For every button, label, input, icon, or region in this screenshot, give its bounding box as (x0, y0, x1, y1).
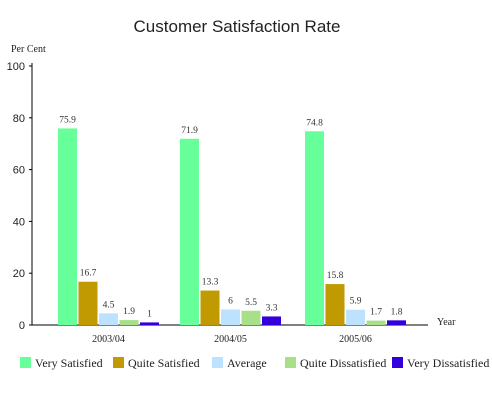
legend-label: Quite Satisfied (128, 356, 200, 370)
bar (387, 320, 406, 325)
data-label: 16.7 (80, 269, 97, 279)
legend-swatch (212, 357, 223, 368)
bar (99, 313, 118, 325)
legend-swatch (113, 357, 124, 368)
data-label: 6 (228, 296, 233, 306)
category-label: 2003/04 (92, 334, 125, 345)
y-tick-label: 0 (19, 320, 25, 332)
bar (346, 309, 365, 325)
x-axis-label: Year (437, 317, 456, 328)
y-tick-label: 20 (13, 268, 25, 280)
data-label: 4.5 (103, 300, 115, 310)
data-label: 5.5 (245, 298, 257, 308)
data-label: 3.3 (266, 303, 278, 313)
legend-swatch (285, 357, 296, 368)
data-label: 15.8 (327, 271, 344, 281)
legend: Very Satisfied Quite Satisfied Average Quit… (20, 356, 489, 370)
legend-swatch (392, 357, 403, 368)
data-label: 13.3 (202, 278, 219, 288)
bar (140, 322, 159, 325)
data-label: 74.8 (306, 118, 323, 128)
bar (305, 131, 324, 325)
legend-swatch (20, 357, 31, 368)
bar (58, 128, 77, 325)
plot-area: 0 20 40 60 80 100 75.9 16.7 4.5 1.9 1 2003/04 71.9 13… (7, 61, 428, 345)
category-label: 2004/05 (214, 334, 247, 345)
data-label: 1.7 (370, 308, 382, 318)
data-label: 75.9 (59, 115, 76, 125)
bar (241, 310, 261, 325)
y-tick-label: 60 (13, 165, 25, 177)
data-label: 5.9 (350, 297, 362, 307)
data-label: 71.9 (181, 126, 198, 136)
bar (221, 309, 240, 325)
data-label: 1.9 (123, 307, 135, 317)
data-label: 1.8 (391, 307, 403, 317)
legend-label: Very Dissatisfied (407, 356, 489, 370)
y-tick-label: 80 (13, 113, 25, 125)
bar (262, 316, 281, 325)
bar (180, 138, 199, 325)
legend-label: Average (227, 356, 267, 370)
data-label: 1 (147, 309, 152, 319)
bar (78, 281, 98, 325)
y-axis-label: Per Cent (11, 44, 46, 55)
bar (325, 284, 345, 325)
chart-title: Customer Satisfaction Rate (134, 17, 341, 36)
category-label: 2005/06 (339, 334, 372, 345)
legend-label: Quite Dissatisfied (300, 356, 386, 370)
y-tick-label: 100 (7, 61, 25, 73)
bar (366, 320, 386, 325)
bar (200, 290, 220, 325)
legend-label: Very Satisfied (35, 356, 103, 370)
y-tick-label: 40 (13, 216, 25, 228)
bar (119, 320, 139, 325)
